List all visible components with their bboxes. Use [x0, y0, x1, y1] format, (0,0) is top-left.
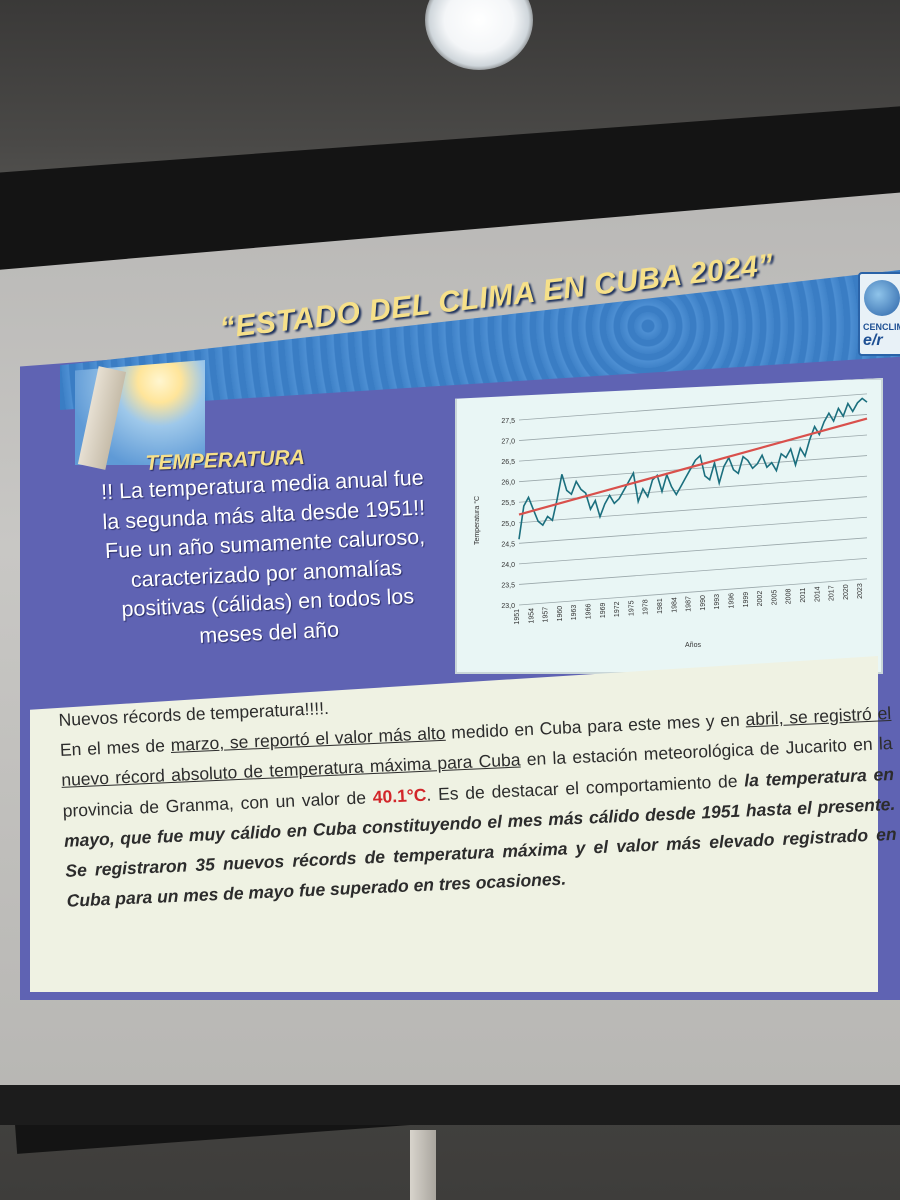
gridline [518, 434, 868, 462]
y-tick-label: 24,0 [501, 562, 515, 569]
gridline [518, 414, 868, 441]
y-tick-label: 24,5 [501, 541, 515, 548]
x-tick-label: 2005 [771, 590, 778, 606]
x-tick-label: 1993 [714, 594, 721, 610]
logo-text-large: e/r [863, 332, 883, 349]
y-axis-label: Temperatura °C [473, 496, 481, 545]
cenclim-logo: CENCLIM e/r [858, 272, 900, 356]
x-tick-label: 2020 [843, 584, 850, 600]
x-tick-label: 2002 [757, 591, 764, 607]
x-tick-label: 1981 [657, 598, 664, 614]
x-tick-label: 2008 [786, 589, 793, 605]
gridline [518, 516, 868, 544]
x-tick-label: 1954 [528, 608, 535, 624]
gridline [518, 578, 868, 606]
temperature-chart: 23,0 23,5 24,0 24,5 25,0 25,5 26,0 26,5 27,0 27,5… [455, 378, 883, 674]
x-tick-label: 1984 [671, 597, 678, 613]
gridline [518, 557, 868, 585]
globe-icon [864, 280, 900, 316]
screen-bottom-bar [0, 1085, 900, 1125]
y-tick-label: 27,5 [501, 418, 515, 425]
x-tick-label: 1957 [543, 607, 550, 623]
x-tick-label: 2017 [829, 585, 836, 601]
gridline [518, 496, 868, 524]
summary-text: !! La temperatura media anual fue la seg… [62, 462, 470, 657]
x-tick-label: 1999 [743, 592, 750, 608]
x-tick-label: 1951 [514, 609, 521, 625]
screen-stand [410, 1130, 436, 1200]
gridline [518, 393, 868, 421]
y-tick-label: 26,5 [501, 459, 515, 466]
x-tick-label: 1960 [557, 606, 564, 622]
logo-text-small: CENCLIM [863, 322, 900, 332]
x-tick-label: 2011 [800, 587, 807, 602]
gridline [518, 455, 868, 483]
x-tick-label: 1996 [729, 593, 736, 609]
march-record-text: marzo, se reportó el valor más alto [170, 723, 446, 756]
y-tick-label: 25,5 [501, 500, 515, 507]
y-tick-label: 23,0 [501, 603, 515, 610]
y-tick-label: 25,0 [501, 521, 515, 528]
x-tick-label: 1969 [600, 602, 607, 618]
y-tick-label: 23,5 [501, 582, 515, 589]
body-text: Nuevos récords de temperatura!!!!. En el… [58, 668, 899, 916]
x-tick-label: 1963 [571, 605, 578, 621]
x-tick-label: 2023 [857, 583, 864, 599]
y-tick-label: 26,0 [501, 480, 515, 487]
temperature-series-line [518, 397, 868, 540]
x-axis-label: Años [685, 642, 701, 649]
chart-svg: 23,0 23,5 24,0 24,5 25,0 25,5 26,0 26,5 27,0 27,5… [473, 393, 868, 649]
x-tick-label: 1987 [686, 596, 693, 612]
records-paragraph: En el mes de marzo, se reportó el valor … [59, 698, 898, 916]
y-tick-label: 27,0 [501, 439, 515, 446]
x-tick-label: 1975 [628, 600, 635, 616]
text-box-background [30, 656, 878, 992]
ceiling-light [425, 0, 533, 70]
x-tick-label: 1972 [614, 601, 621, 617]
trend-line [518, 417, 868, 516]
paragraph-text: En el mes de [59, 735, 172, 761]
gridline [518, 537, 868, 565]
paragraph-text: . Es de destacar el comportamiento de [425, 770, 745, 805]
x-tick-label: 1966 [586, 604, 593, 620]
record-value: 40.1°C [372, 784, 427, 807]
x-tick-label: 2014 [814, 586, 821, 602]
gridline [518, 475, 868, 503]
x-tick-label: 1990 [700, 595, 707, 611]
x-tick-label: 1978 [643, 599, 650, 615]
